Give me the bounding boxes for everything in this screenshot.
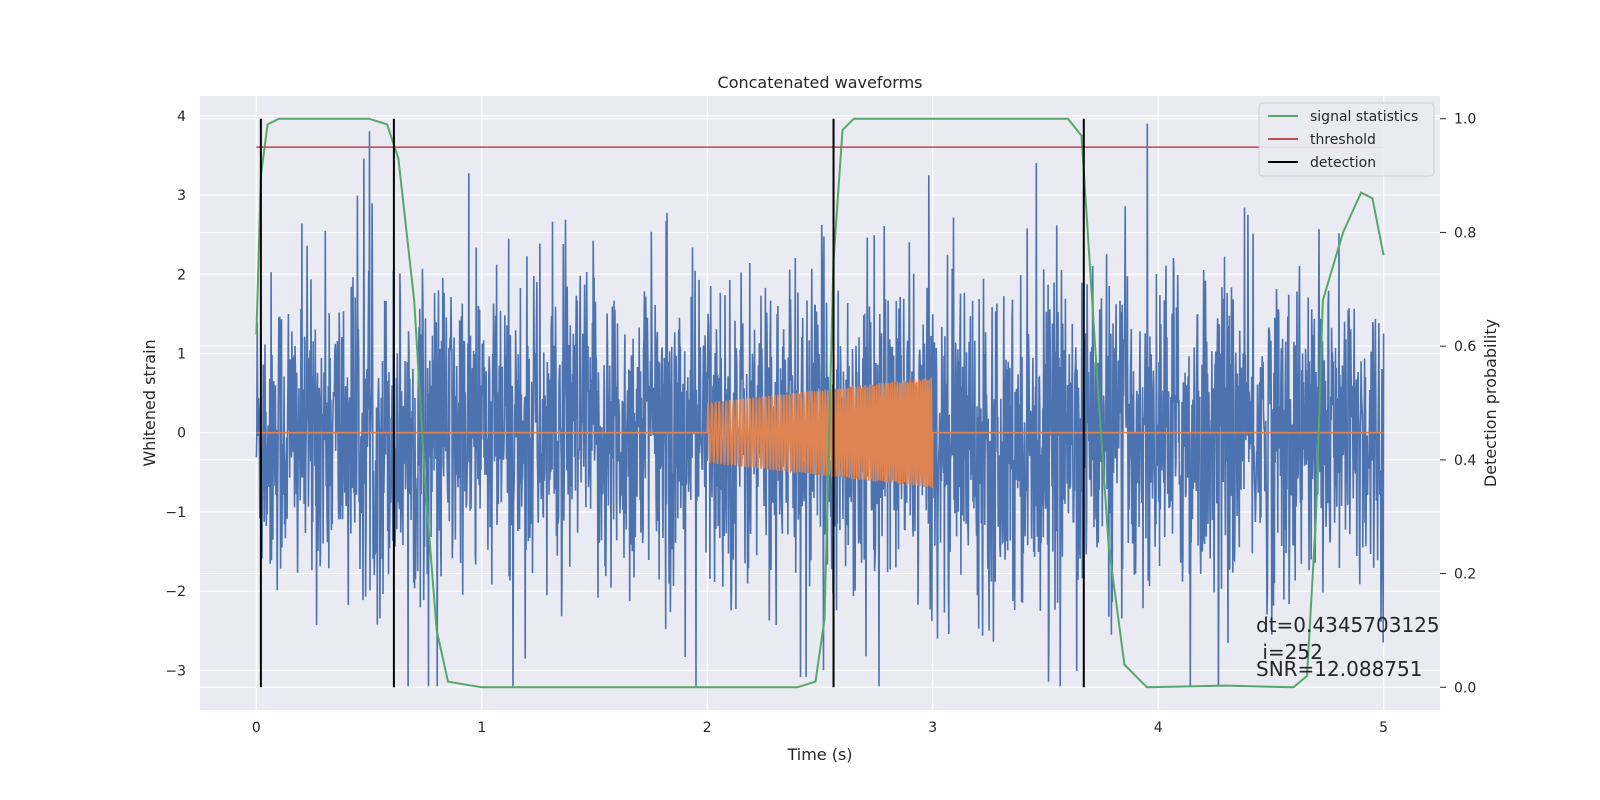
series-layer xyxy=(255,117,1385,689)
y-tick-label: 1 xyxy=(177,346,186,362)
legend: signal statistics threshold detection xyxy=(1258,102,1435,177)
legend-label-threshold: threshold xyxy=(1310,132,1376,148)
x-tick-label: 1 xyxy=(477,720,486,736)
x-tick-label: 5 xyxy=(1379,720,1388,736)
y2-tick-label: 1.0 xyxy=(1454,112,1476,128)
y-tick-label: 4 xyxy=(177,109,186,125)
annotation-i: i=252 xyxy=(1256,640,1323,664)
injection-line xyxy=(256,377,1384,489)
y-tick-label: −1 xyxy=(165,505,186,521)
ticks-layer: 0 1 2 3 4 5 −3 −2 −1 0 1 2 3 4 0.0 0.2 0.4 0.6 0.8 1.0 xyxy=(165,109,1476,736)
y2-tick-label: 0.2 xyxy=(1454,567,1476,583)
y-tick-label: −2 xyxy=(165,584,186,600)
y2-axis-label: Detection probability xyxy=(1481,319,1500,487)
y-tick-label: 3 xyxy=(177,188,186,204)
x-tick-label: 3 xyxy=(928,720,937,736)
x-tick-label: 2 xyxy=(703,720,712,736)
y2-tick-label: 0.8 xyxy=(1454,225,1476,241)
legend-label-detection: detection xyxy=(1310,155,1376,171)
y-tick-label: 2 xyxy=(177,267,186,283)
y-tick-label: −3 xyxy=(165,663,186,679)
y2-tick-label: 0.6 xyxy=(1454,339,1476,355)
x-axis-label: Time (s) xyxy=(786,745,852,764)
y-axis-label: Whitened strain xyxy=(140,339,159,466)
legend-label-signal-statistics: signal statistics xyxy=(1310,109,1418,125)
legend-box xyxy=(1258,102,1435,177)
y2-tick-label: 0.4 xyxy=(1454,453,1476,469)
chart-title: Concatenated waveforms xyxy=(718,73,923,92)
annotation-snr: SNR=12.088751 xyxy=(1256,657,1422,681)
x-tick-label: 0 xyxy=(252,720,261,736)
y2-tick-label: 0.0 xyxy=(1454,680,1476,696)
y-tick-label: 0 xyxy=(177,426,186,442)
annotation-dt: dt=0.4345703125 xyxy=(1256,613,1440,637)
x-tick-label: 4 xyxy=(1154,720,1163,736)
